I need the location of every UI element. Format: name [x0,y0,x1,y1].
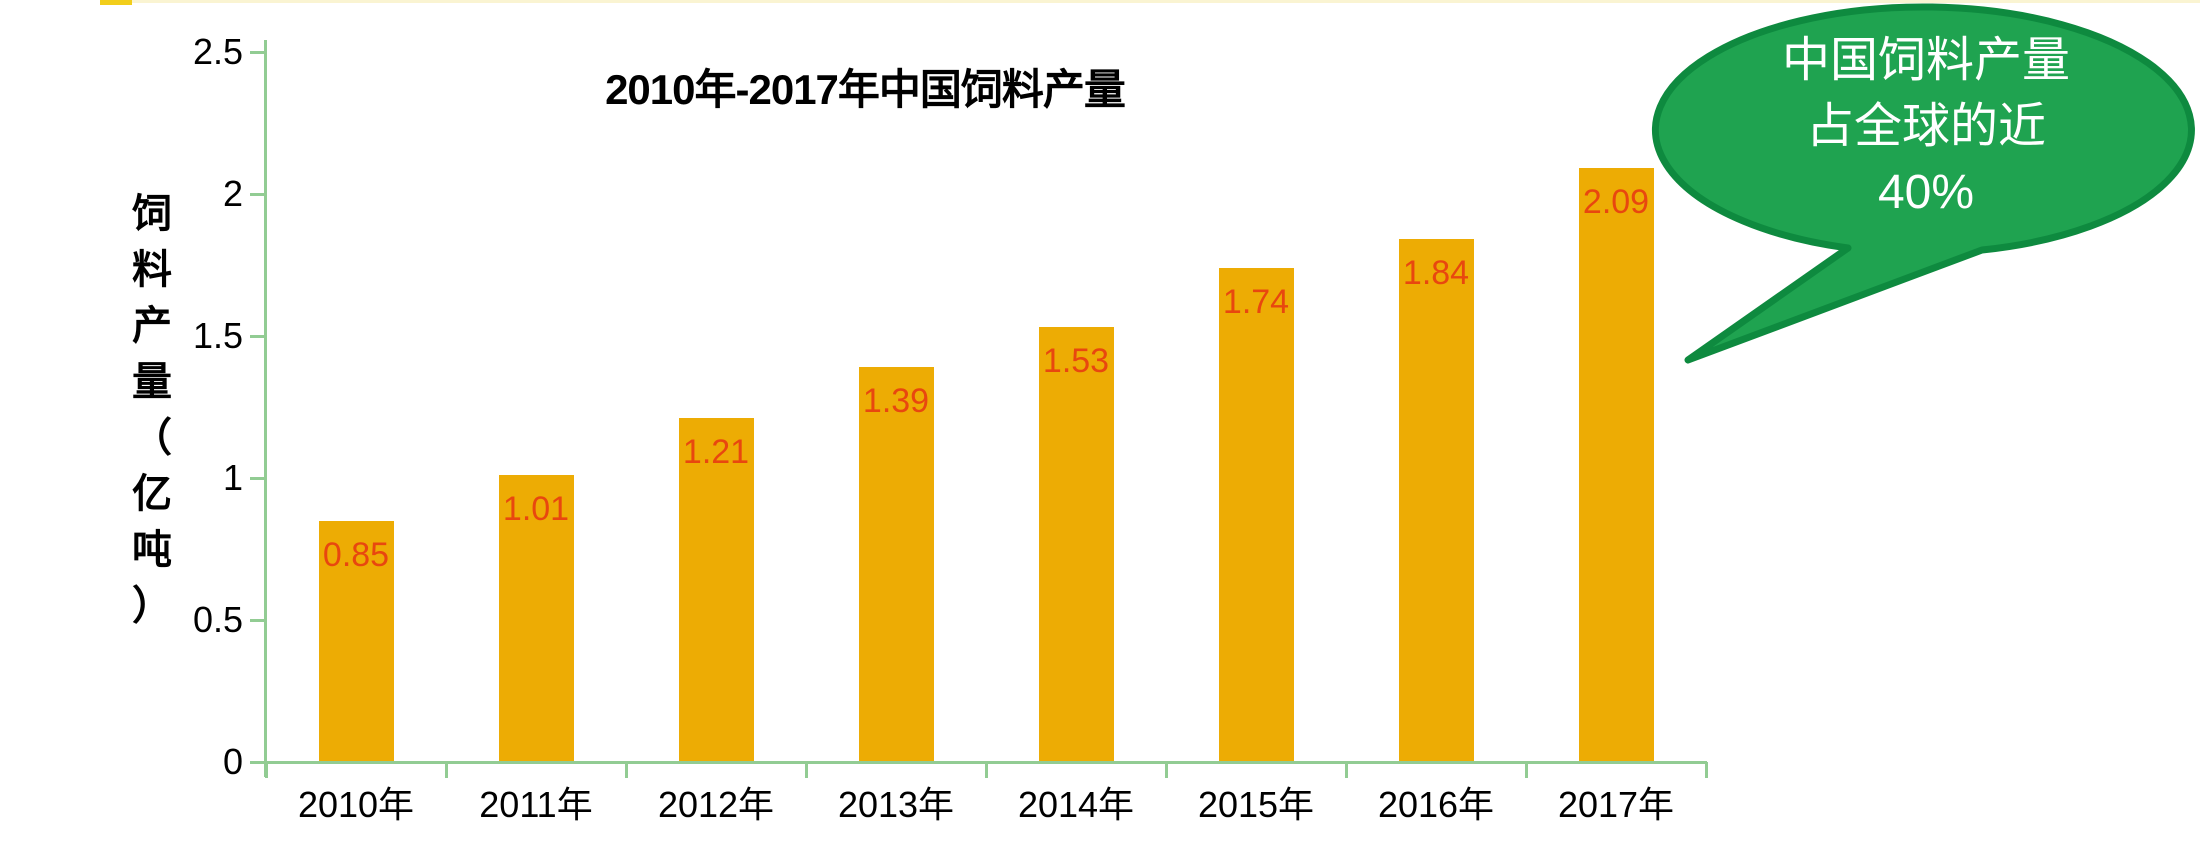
bar-value-label: 1.74 [1222,282,1290,321]
bar-value-label: 0.85 [322,535,390,574]
y-axis-tick [250,51,265,54]
y-axis-title-char: （ [132,416,172,460]
y-tick-label: 0 [222,741,243,782]
y-tick-label: 1 [222,457,243,498]
x-axis-tick [1705,762,1708,778]
slide-top-edge-accent [100,0,132,5]
x-axis-label: 2016年 [1377,784,1495,825]
y-axis-title-char: 饲 [132,192,172,236]
x-axis-label: 2011年 [479,784,593,825]
callout-text: 中国饲料产量 占全球的近 40% [1661,28,2191,226]
callout-text-line: 中国饲料产量 [1781,34,2070,87]
bar [1218,267,1294,762]
bar [1578,168,1654,762]
bar-value-label: 1.84 [1402,254,1470,293]
bar [858,367,934,762]
bar-value-label: 2.09 [1582,183,1650,222]
x-axis-label: 2012年 [657,784,775,825]
y-axis-title-char: 吨 [132,528,172,572]
y-axis-title: 饲 料 产 量 （ 亿 吨 ） [128,186,176,634]
y-axis-tick [250,335,265,338]
bar [498,475,574,762]
y-tick-label: 2.5 [192,31,243,72]
callout-bubble [1651,3,2195,364]
x-axis-tick [625,762,628,778]
y-axis-title-char: 产 [132,304,172,348]
callout-text-line: 40% [1877,166,1975,219]
y-tick-label: 0.5 [192,599,243,640]
x-axis-tick [985,762,988,778]
bar-value-label: 1.39 [862,382,930,421]
x-axis-label: 2015年 [1197,784,1315,825]
bar [318,520,394,762]
callout-bubble-shape [1651,3,2195,364]
x-axis-label: 2017年 [1557,784,1675,825]
slide-top-edge-line [100,0,2200,3]
y-axis-title-char: 量 [132,360,172,404]
bar-value-label: 1.21 [682,433,750,472]
x-axis-tick [1345,762,1348,778]
chart-title: 2010年-2017年中国饲料产量 [605,66,1126,113]
x-axis-tick [1525,762,1528,778]
bar [1038,327,1114,762]
x-axis-tick [1165,762,1168,778]
y-axis-tick [250,193,265,196]
y-axis-title-char: 料 [132,248,172,292]
x-axis-label: 2014年 [1017,784,1135,825]
x-axis-label: 2013年 [837,784,955,825]
y-axis-tick [250,619,265,622]
x-axis-line [251,761,1707,764]
y-axis-tick [250,477,265,480]
y-tick-label: 2 [222,173,243,214]
bar-value-label: 1.53 [1042,342,1110,381]
y-axis-title-char: 亿 [132,472,172,516]
x-axis-tick [805,762,808,778]
x-axis-tick [445,762,448,778]
bar [1398,239,1474,762]
bar [678,418,754,762]
y-tick-label: 1.5 [192,315,243,356]
y-axis-title-char: ） [132,584,172,628]
y-axis-line [264,40,267,777]
bar-value-label: 1.01 [502,490,570,529]
callout-text-line: 占全球的近 [1805,100,2046,153]
x-axis-label: 2010年 [297,784,415,825]
